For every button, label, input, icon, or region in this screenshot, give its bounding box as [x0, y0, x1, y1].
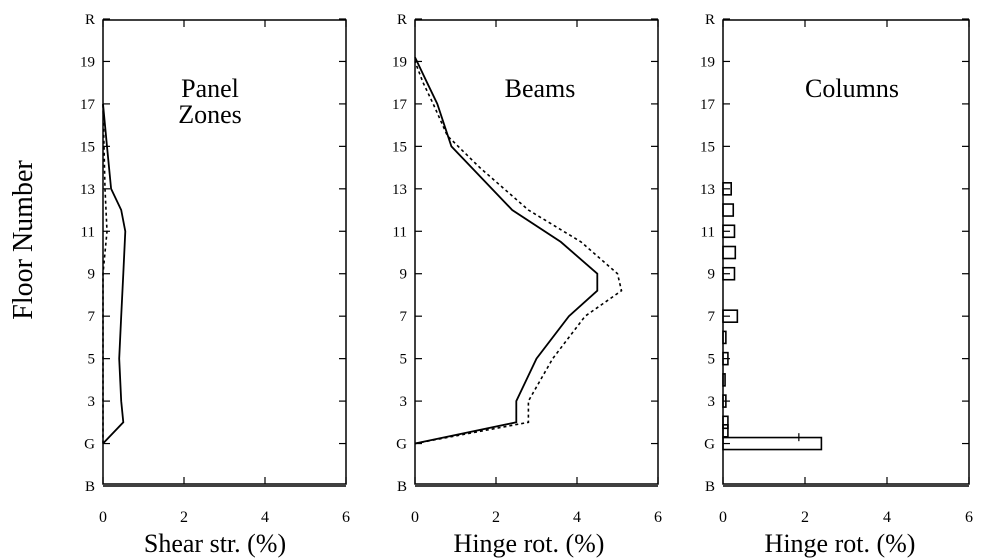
- column-bar: [722, 373, 726, 387]
- column-bar: [722, 182, 732, 196]
- y-tick-label: 13: [392, 182, 407, 198]
- y-tick-label: R: [397, 12, 407, 28]
- columns-chart: Columns B G 3 5 7 9 11 13 15 17 19 R 0 2 4 6 Hinge rot…: [700, 12, 973, 558]
- column-bar: [722, 224, 736, 239]
- chart-title-line: Zones: [178, 100, 242, 129]
- series-layer: [414, 56, 623, 445]
- y-ticks: B G 3 5 7 9 11 13 15 17 19 R: [700, 12, 969, 495]
- y-tick-label: 19: [392, 54, 407, 70]
- y-axis-label: Floor Number: [8, 160, 39, 320]
- column-bar: [722, 266, 736, 281]
- y-tick-label: 5: [400, 352, 408, 368]
- y-tick-label: 3: [708, 394, 716, 410]
- y-ticks: B G 3 5 7 9 11 13 15 17 19 R: [80, 12, 346, 495]
- dotted-series-line: [414, 61, 623, 445]
- y-tick-label: 17: [700, 97, 716, 113]
- column-bar: [722, 203, 735, 217]
- y-tick-label: 11: [393, 224, 407, 240]
- y-tick-label: 15: [392, 139, 407, 155]
- y-tick-label: R: [85, 12, 95, 28]
- column-bar: [722, 351, 729, 366]
- column-bar: [722, 424, 729, 438]
- x-tick-label: 4: [883, 509, 891, 526]
- column-bar: [722, 309, 739, 323]
- chart-title-line: Columns: [805, 74, 899, 103]
- solid-series-line: [102, 103, 127, 445]
- dotted-series-line: [102, 103, 108, 444]
- y-tick-label: B: [397, 479, 407, 495]
- y-tick-label: 17: [80, 97, 96, 113]
- y-tick-label: 11: [701, 224, 715, 240]
- x-ticks: 0 2 4 6: [411, 20, 662, 526]
- x-tick-label: 6: [342, 509, 350, 526]
- y-tick-label: 3: [88, 394, 96, 410]
- y-tick-label: 19: [80, 54, 95, 70]
- y-tick-label: B: [705, 479, 715, 495]
- y-tick-label: 5: [88, 352, 96, 368]
- x-tick-label: 4: [261, 509, 269, 526]
- plot-frame: [414, 19, 659, 485]
- chart-title: Columns: [805, 74, 899, 103]
- x-axis-label: Hinge rot. (%): [454, 529, 605, 558]
- column-bar: [722, 415, 729, 430]
- column-bar: [722, 394, 727, 408]
- x-tick-label: 6: [654, 509, 662, 526]
- y-tick-label: 7: [88, 309, 96, 325]
- x-tick-label: 0: [99, 509, 107, 526]
- x-tick-label: 6: [965, 509, 973, 526]
- x-tick-label: 4: [573, 509, 581, 526]
- y-tick-label: R: [705, 12, 715, 28]
- plot-frame: [102, 19, 347, 485]
- y-tick-label: G: [704, 437, 715, 453]
- chart-title-line: Beams: [505, 74, 576, 103]
- y-tick-label: 15: [80, 139, 95, 155]
- chart-title: Beams: [505, 74, 576, 103]
- y-tick-label: 11: [81, 224, 95, 240]
- y-tick-label: 9: [88, 267, 96, 283]
- y-tick-label: B: [85, 479, 95, 495]
- y-tick-label: 17: [392, 97, 408, 113]
- y-tick-label: 19: [700, 54, 715, 70]
- x-tick-label: 0: [719, 509, 727, 526]
- y-tick-label: 5: [708, 352, 716, 368]
- x-tick-label: 0: [411, 509, 419, 526]
- x-axis-label: Hinge rot. (%): [765, 529, 916, 558]
- y-tick-label: G: [84, 437, 95, 453]
- y-tick-label: 9: [708, 267, 716, 283]
- y-tick-label: 13: [80, 182, 95, 198]
- column-bar: [722, 436, 823, 451]
- x-tick-label: 2: [492, 509, 500, 526]
- y-tick-label: 7: [708, 309, 716, 325]
- x-tick-label: 2: [801, 509, 809, 526]
- y-tick-label: 3: [400, 394, 408, 410]
- x-tick-label: 2: [180, 509, 188, 526]
- series-layer: [722, 182, 823, 451]
- x-ticks: 0 2 4 6: [99, 20, 350, 526]
- series-layer: [102, 103, 127, 445]
- y-tick-label: 9: [400, 267, 408, 283]
- y-tick-label: 15: [700, 139, 715, 155]
- x-axis-label: Shear str. (%): [144, 529, 286, 558]
- column-bar: [722, 330, 727, 345]
- solid-series-line: [414, 56, 599, 445]
- beams-chart: Beams B G 3 5 7 9 11 13 15 17 19 R 0 2 4 6 Hinge rot. …: [392, 12, 662, 558]
- y-tick-label: 13: [700, 182, 715, 198]
- x-ticks: 0 2 4 6: [719, 20, 973, 526]
- y-tick-label: 7: [400, 309, 408, 325]
- y-tick-label: G: [396, 437, 407, 453]
- column-bar: [722, 245, 737, 260]
- chart-title-line: Panel: [181, 74, 239, 103]
